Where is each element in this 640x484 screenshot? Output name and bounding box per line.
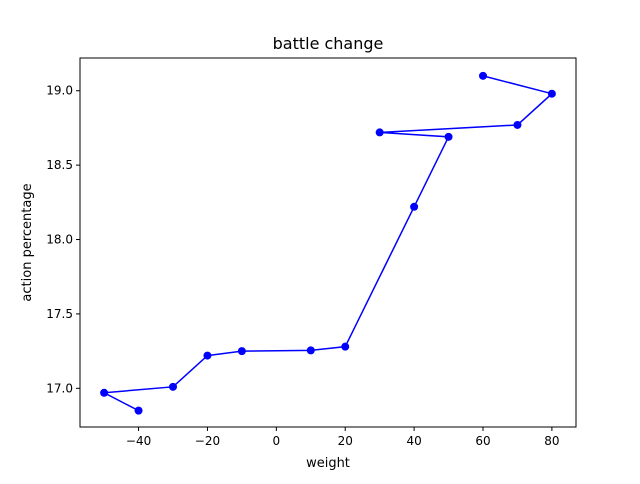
series-layer	[100, 71, 556, 415]
y-tick-label: 18.5	[46, 158, 73, 172]
data-point	[306, 346, 315, 355]
data-point	[203, 351, 212, 360]
data-point	[375, 128, 384, 137]
x-tick-label: 0	[273, 434, 281, 448]
data-point	[547, 89, 556, 98]
x-axis-ticks: −40 −20 0 20 40 60 80	[126, 427, 560, 448]
data-point	[410, 202, 419, 211]
y-tick-label: 17.5	[46, 307, 73, 321]
y-axis-ticks: 17.0 17.5 18.0 18.5 19.0	[46, 84, 80, 395]
data-point	[134, 406, 143, 415]
y-tick-label: 18.0	[46, 233, 73, 247]
x-tick-label: 20	[338, 434, 353, 448]
data-point	[513, 120, 522, 129]
data-point	[100, 388, 109, 397]
x-axis-label: weight	[306, 456, 350, 471]
plot-area-frame	[79, 57, 577, 428]
y-tick-label: 17.0	[46, 381, 73, 395]
x-tick-label: 60	[475, 434, 490, 448]
data-point	[237, 347, 246, 356]
x-tick-label: 40	[406, 434, 421, 448]
data-point	[341, 342, 350, 351]
x-tick-label: −20	[195, 434, 220, 448]
data-point	[169, 382, 177, 391]
data-point	[479, 71, 487, 80]
data-point	[444, 132, 453, 141]
chart-title: battle change	[273, 34, 384, 53]
y-tick-label: 19.0	[46, 84, 73, 98]
y-axis-label: action percentage	[20, 183, 35, 301]
x-tick-label: 80	[544, 434, 559, 448]
x-tick-label: −40	[126, 434, 151, 448]
